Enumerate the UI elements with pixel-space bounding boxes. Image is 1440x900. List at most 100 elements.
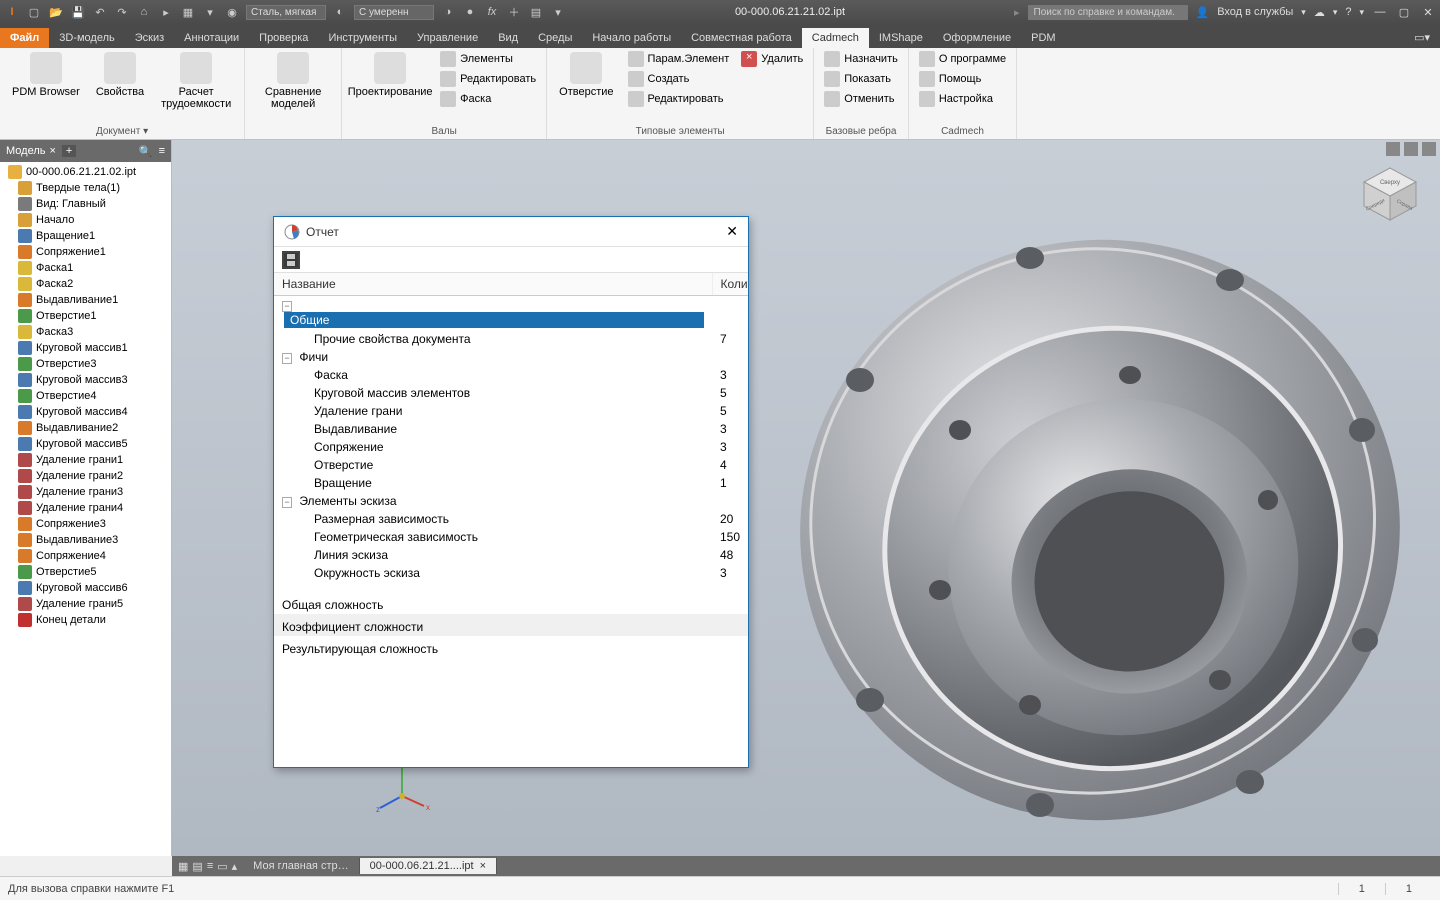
tree-item[interactable]: Круговой массив5 [0, 436, 171, 452]
report-row[interactable]: Фаска31 [274, 366, 748, 384]
report-row[interactable]: Прочие свойства документа71 [274, 330, 748, 348]
ribbon-button[interactable]: Редактировать [438, 70, 538, 88]
globe-icon[interactable]: ◉ [224, 4, 240, 20]
dialog-close-button[interactable]: ✕ [726, 223, 738, 240]
ribbon-button[interactable]: Настройка [917, 90, 1008, 108]
palette-icon[interactable]: ◑ [440, 4, 456, 20]
save-icon[interactable]: 💾 [70, 4, 86, 20]
tab-начало работы[interactable]: Начало работы [582, 28, 681, 48]
add-tab-icon[interactable]: + [62, 145, 76, 157]
ribbon-button[interactable]: Отменить [822, 90, 900, 108]
report-grid[interactable]: Название Количество Сложность −ОбщиеПроч… [274, 273, 748, 767]
report-row[interactable]: Выдавливание31 [274, 420, 748, 438]
tree-item[interactable]: Твердые тела(1) [0, 180, 171, 196]
ribbon-button[interactable]: Фаска [438, 90, 538, 108]
doc-icon[interactable]: ▤ [528, 4, 544, 20]
ribbon-button[interactable]: Расчет трудоемкости [156, 50, 236, 112]
dialog-titlebar[interactable]: Отчет ✕ [274, 217, 748, 247]
tab-pdm[interactable]: PDM [1021, 28, 1065, 48]
tree-item[interactable]: Отверстие1 [0, 308, 171, 324]
tab-file[interactable]: Файл [0, 28, 49, 48]
ribbon-toggle-icon[interactable]: ▭▾ [1404, 27, 1440, 48]
tree-root[interactable]: 00-000.06.21.21.02.ipt [0, 164, 171, 180]
ribbon-button[interactable]: Помощь [917, 70, 1008, 88]
report-group-row[interactable]: − Фичи [274, 348, 748, 366]
tab-управление[interactable]: Управление [407, 28, 488, 48]
ribbon-button[interactable]: Свойства [92, 50, 148, 100]
tree-item[interactable]: Удаление грани3 [0, 484, 171, 500]
tree-item[interactable]: Круговой массив4 [0, 404, 171, 420]
tree-item[interactable]: Начало [0, 212, 171, 228]
minimize-button[interactable]: — [1372, 6, 1388, 18]
report-row[interactable]: Отверстие42 [274, 456, 748, 474]
tree-item[interactable]: Выдавливание2 [0, 420, 171, 436]
material-combo-2[interactable]: С умеренн [354, 5, 434, 20]
tree-item[interactable]: Удаление грани2 [0, 468, 171, 484]
report-row[interactable]: Окружность эскиза37 [274, 564, 748, 582]
browser-tab-model[interactable]: Модель × [6, 145, 56, 157]
home-icon[interactable]: ⌂ [136, 4, 152, 20]
model-tree[interactable]: 00-000.06.21.21.02.iptТвердые тела(1)Вид… [0, 162, 171, 856]
user-icon[interactable]: 👤 [1196, 6, 1210, 19]
tab-инструменты[interactable]: Инструменты [318, 28, 407, 48]
tab-вид[interactable]: Вид [488, 28, 528, 48]
vp-close-icon[interactable] [1422, 142, 1436, 156]
close-tab-icon[interactable]: × [49, 145, 55, 157]
tab-imshape[interactable]: IMShape [869, 28, 933, 48]
report-row[interactable]: Удаление грани51 [274, 402, 748, 420]
select-icon[interactable]: ▦ [180, 4, 196, 20]
more-icon[interactable]: ▾ [202, 4, 218, 20]
open-icon[interactable]: 📂 [48, 4, 64, 20]
tree-item[interactable]: Круговой массив3 [0, 372, 171, 388]
tree-item[interactable]: Отверстие4 [0, 388, 171, 404]
tree-item[interactable]: Отверстие3 [0, 356, 171, 372]
sphere-icon[interactable]: ● [462, 4, 478, 20]
tree-item[interactable]: Удаление грани4 [0, 500, 171, 516]
report-row[interactable]: Сопряжение31 [274, 438, 748, 456]
signin-link[interactable]: Вход в службы [1217, 6, 1293, 18]
tab-оформление[interactable]: Оформление [933, 28, 1021, 48]
viewport-3d[interactable]: Сверху Спереди Справа [172, 140, 1440, 856]
report-row[interactable]: Геометрическая зависимость1505 [274, 528, 748, 546]
tree-item[interactable]: Выдавливание3 [0, 532, 171, 548]
tree-item[interactable]: Выдавливание1 [0, 292, 171, 308]
browser-menu-icon[interactable]: ≡ [159, 145, 165, 157]
report-row[interactable]: Размерная зависимость204 [274, 510, 748, 528]
new-icon[interactable]: ▢ [26, 4, 42, 20]
ribbon-button[interactable]: О программе [917, 50, 1008, 68]
tree-item[interactable]: Сопряжение3 [0, 516, 171, 532]
col-name[interactable]: Название [274, 273, 712, 296]
tab-среды[interactable]: Среды [528, 28, 582, 48]
ribbon-button[interactable]: ×Удалить [739, 50, 805, 68]
close-doc-tab-icon[interactable]: × [480, 860, 486, 872]
maximize-button[interactable]: ▢ [1396, 6, 1412, 19]
ribbon-button[interactable]: Отверстие [555, 50, 617, 100]
app-switcher-icon[interactable]: ☁ [1314, 6, 1325, 19]
tab-эскиз[interactable]: Эскиз [125, 28, 174, 48]
tree-item[interactable]: Вращение1 [0, 228, 171, 244]
tree-item[interactable]: Сопряжение4 [0, 548, 171, 564]
undo-icon[interactable]: ↶ [92, 4, 108, 20]
tree-item[interactable]: Отверстие5 [0, 564, 171, 580]
tree-item[interactable]: Конец детали [0, 612, 171, 628]
report-row[interactable]: Круговой массив элементов53 [274, 384, 748, 402]
tree-item[interactable]: Фаска1 [0, 260, 171, 276]
tree-item[interactable]: Удаление грани5 [0, 596, 171, 612]
report-group-row[interactable]: − Элементы эскиза [274, 492, 748, 510]
search-input[interactable]: Поиск по справке и командам. [1028, 5, 1188, 20]
ribbon-button[interactable]: Проектирование [350, 50, 430, 100]
report-group-row[interactable]: −Общие [274, 296, 748, 331]
search-tree-icon[interactable]: 🔍 [139, 145, 153, 158]
close-button[interactable]: ✕ [1420, 6, 1436, 19]
ribbon-button[interactable]: Элементы [438, 50, 538, 68]
plus-icon[interactable]: ＋ [506, 4, 522, 20]
tab-document-active[interactable]: 00-000.06.21.21....ipt× [360, 858, 497, 874]
ribbon-button[interactable]: Сравнение моделей [253, 50, 333, 112]
ribbon-button[interactable]: Парам.Элемент [626, 50, 732, 68]
save-report-icon[interactable] [282, 251, 300, 269]
ribbon-button[interactable]: Редактировать [626, 90, 732, 108]
appearance-icon[interactable]: ◐ [332, 4, 348, 20]
help-icon[interactable]: ? [1345, 6, 1351, 18]
tree-item[interactable]: Вид: Главный [0, 196, 171, 212]
tree-item[interactable]: Фаска2 [0, 276, 171, 292]
